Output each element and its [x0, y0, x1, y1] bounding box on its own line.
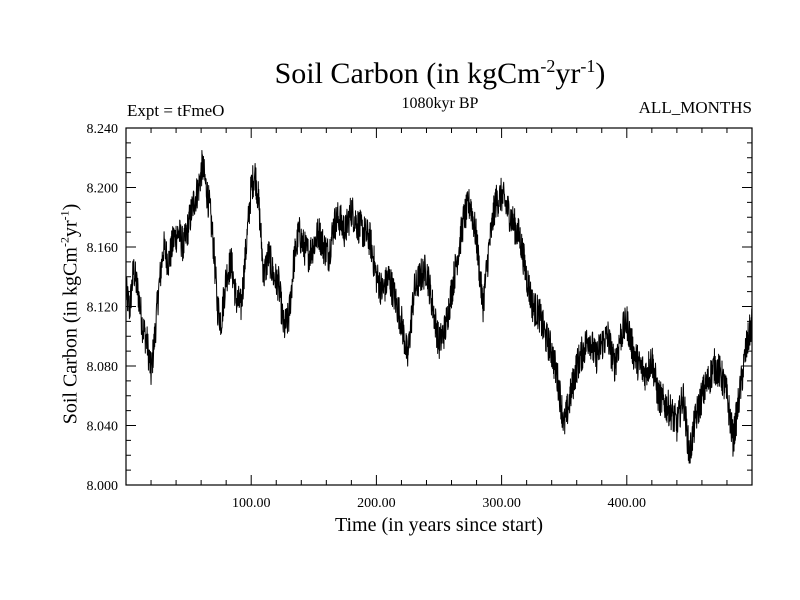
x-tick-label: 100.00: [232, 496, 271, 511]
y-tick-label: 8.040: [87, 420, 119, 435]
plot-frame: [125, 127, 753, 486]
axis-ticks: 8.000 8.040 8.080 8.120 8.160 8.200 8.240 100.0…: [87, 122, 752, 511]
experiment-label: Expt = tFmeO: [127, 101, 225, 120]
series-line-soil-carbon: [125, 149, 753, 464]
y-tick-label: 8.080: [87, 360, 119, 375]
chart-subtitle: 1080kyr BP: [401, 95, 479, 112]
y-tick-label: 8.000: [87, 479, 119, 494]
y-tick-label: 8.240: [87, 122, 119, 137]
y-axis-label: Soil Carbon (in kgCm-2yr-1): [57, 203, 82, 425]
y-tick-label: 8.200: [87, 182, 119, 197]
chart-title: Soil Carbon (in kgCm-2yr-1): [274, 56, 606, 90]
y-tick-label: 8.120: [87, 301, 119, 316]
months-label: ALL_MONTHS: [638, 98, 752, 117]
x-tick-label: 400.00: [608, 496, 647, 511]
series-layer: [125, 149, 753, 464]
y-tick-label: 8.160: [87, 241, 119, 256]
x-tick-label: 300.00: [482, 496, 521, 511]
x-axis-label: Time (in years since start): [334, 514, 544, 536]
x-tick-label: 200.00: [357, 496, 396, 511]
